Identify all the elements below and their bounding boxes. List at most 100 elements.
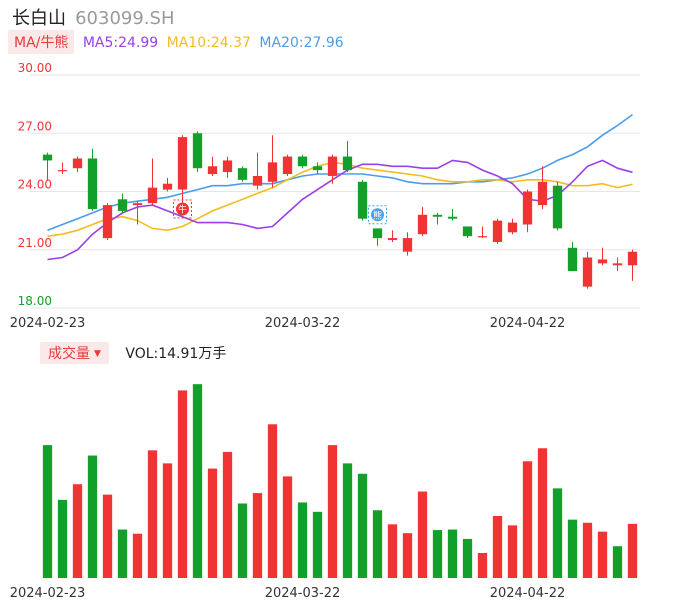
ma10-legend: MA10:24.37	[166, 35, 251, 51]
candle	[447, 208, 458, 221]
candle-body	[417, 214, 428, 235]
candle-body	[342, 156, 353, 171]
x-tick-label: 2024-02-23	[10, 316, 86, 331]
volume-indicator-label: 成交量	[48, 346, 90, 362]
candle-body	[402, 238, 413, 252]
candle-body	[57, 170, 68, 172]
volume-bar	[147, 450, 158, 578]
stock-header: 长白山 603099.SH	[12, 4, 175, 29]
volume-bar	[567, 519, 578, 578]
candle	[507, 218, 518, 235]
volume-bar	[42, 445, 53, 578]
candle	[357, 179, 368, 221]
volume-bar	[117, 529, 128, 578]
candle-body	[522, 191, 533, 225]
volume-x-tick-label: 2024-04-22	[490, 586, 566, 601]
marker-frame	[173, 199, 192, 219]
candle	[327, 154, 338, 184]
candle	[537, 166, 548, 209]
volume-x-tick-label: 2024-02-23	[10, 586, 86, 601]
candle	[102, 203, 113, 241]
candle	[477, 226, 488, 239]
candle-body	[582, 257, 593, 287]
candle	[252, 152, 263, 190]
candle-body	[312, 166, 323, 171]
volume-bar	[252, 493, 263, 578]
candle	[267, 135, 278, 188]
bull-marker-icon: 牛	[173, 199, 192, 219]
candle	[342, 141, 353, 173]
stock-code: 603099.SH	[75, 8, 175, 29]
stock-name: 长白山	[12, 8, 66, 29]
volume-bar	[222, 451, 233, 578]
candle-body	[192, 133, 203, 169]
candle-body	[327, 156, 338, 176]
volume-bar	[237, 503, 248, 578]
candle-body	[537, 181, 548, 206]
volume-bar	[507, 525, 518, 578]
volume-bar	[447, 529, 458, 578]
candle-body	[507, 222, 518, 233]
candle-body	[477, 236, 488, 238]
volume-legend: 成交量 ▼ VOL:14.91万手	[40, 342, 227, 364]
candle-body	[447, 216, 458, 219]
candle-body	[207, 166, 218, 175]
volume-bar	[132, 533, 143, 578]
x-tick-label: 2024-04-22	[490, 316, 566, 331]
ma20-legend: MA20:27.96	[259, 35, 344, 51]
volume-bar	[492, 515, 503, 578]
candle	[57, 162, 68, 175]
ma-indicator-tab[interactable]: MA/牛熊	[8, 30, 75, 54]
volume-bar	[462, 538, 473, 578]
candle-body	[627, 251, 638, 266]
ma20-line	[47, 113, 633, 232]
candle	[627, 249, 638, 281]
volume-bar	[342, 463, 353, 578]
candle	[582, 251, 593, 289]
volume-bar	[432, 530, 443, 578]
candle	[417, 207, 428, 237]
candle-body	[357, 181, 368, 219]
candle-body	[597, 259, 608, 264]
candle	[462, 226, 473, 239]
volume-indicator-tab[interactable]: 成交量 ▼	[40, 342, 109, 364]
candle-body	[132, 203, 143, 206]
volume-bar	[72, 484, 83, 578]
volume-bar	[312, 511, 323, 578]
volume-bar	[297, 502, 308, 578]
candle-body	[177, 137, 188, 190]
candle	[567, 241, 578, 272]
volume-bar	[282, 476, 293, 578]
candle-body	[147, 187, 158, 204]
marker-frame	[368, 205, 387, 225]
candle-body	[432, 214, 443, 217]
candle-body	[162, 183, 173, 190]
candle-body	[252, 175, 263, 186]
candle	[312, 162, 323, 175]
dropdown-arrow-icon: ▼	[94, 349, 101, 359]
candle-body	[267, 162, 278, 182]
y-tick-label: 30.00	[18, 61, 52, 75]
candle	[72, 156, 83, 173]
candle	[207, 156, 218, 176]
y-tick-label: 18.00	[18, 294, 52, 308]
candle	[222, 156, 233, 178]
candle	[87, 148, 98, 211]
candle-body	[102, 205, 113, 239]
ma5-legend: MA5:24.99	[82, 35, 159, 51]
candle-body	[612, 263, 623, 266]
x-tick-label: 2024-03-22	[265, 316, 341, 331]
volume-value: VOL:14.91万手	[125, 346, 227, 362]
volume-bar	[597, 531, 608, 578]
volume-bar	[192, 384, 203, 578]
candle	[612, 257, 623, 272]
candle-body	[567, 247, 578, 272]
candle	[282, 154, 293, 176]
volume-bar	[207, 468, 218, 578]
candle-body	[237, 168, 248, 180]
volume-bar	[267, 424, 278, 578]
candle-body	[552, 185, 563, 229]
candle-body	[42, 154, 53, 161]
volume-bar	[57, 499, 68, 578]
